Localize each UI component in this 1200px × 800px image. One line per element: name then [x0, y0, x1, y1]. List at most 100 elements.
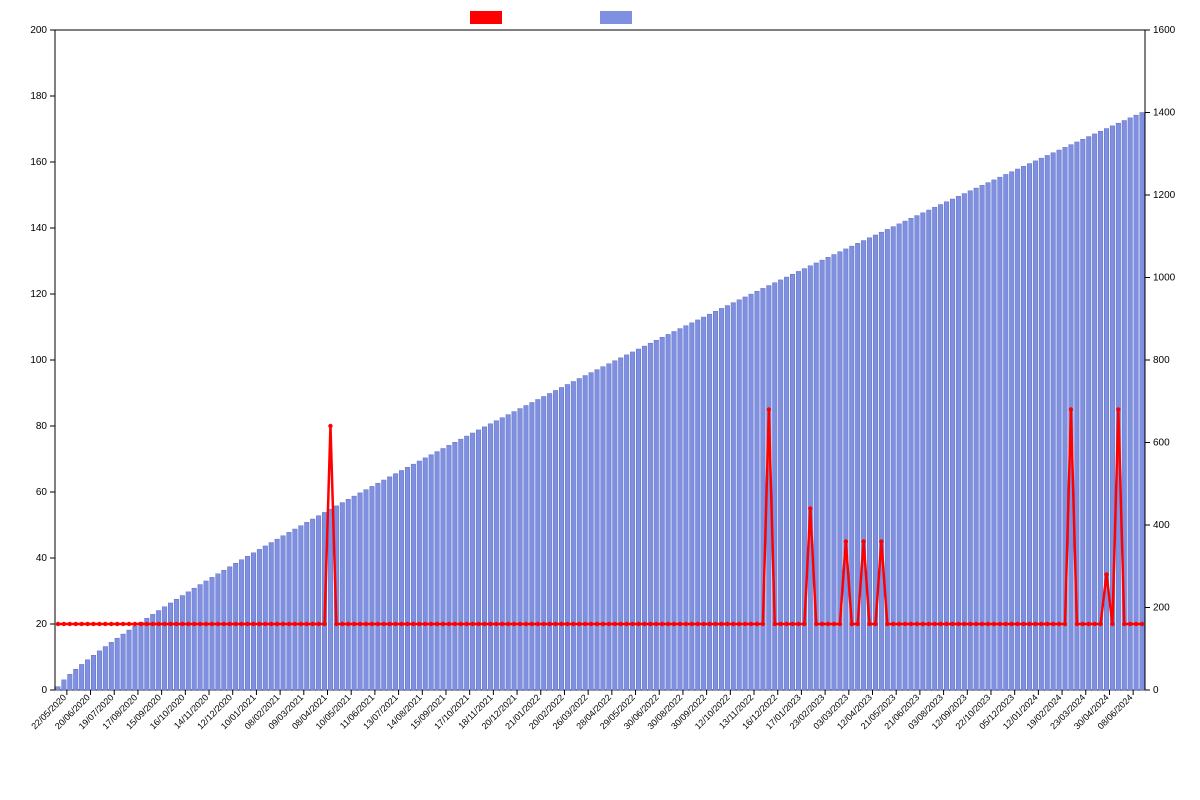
- line-marker: [1057, 622, 1061, 626]
- line-marker: [156, 622, 160, 626]
- line-marker: [358, 622, 362, 626]
- bar: [145, 618, 150, 690]
- bar: [630, 352, 635, 690]
- bar: [103, 647, 108, 690]
- line-marker: [1063, 622, 1067, 626]
- line-marker: [476, 622, 480, 626]
- line-marker: [222, 622, 226, 626]
- bar: [346, 499, 351, 690]
- bar: [559, 387, 564, 690]
- bar: [749, 294, 754, 690]
- line-marker: [666, 622, 670, 626]
- bar: [210, 577, 215, 690]
- bar: [180, 596, 185, 690]
- bar: [447, 445, 452, 690]
- bar: [299, 526, 304, 690]
- bar: [387, 477, 392, 690]
- bar: [364, 490, 369, 690]
- bar: [743, 297, 748, 690]
- bar: [666, 334, 671, 690]
- bar: [986, 183, 991, 690]
- bar: [488, 424, 493, 690]
- bar: [921, 213, 926, 690]
- line-marker: [316, 622, 320, 626]
- line-marker: [636, 622, 640, 626]
- line-marker: [648, 622, 652, 626]
- bar: [1033, 161, 1038, 690]
- line-marker: [470, 622, 474, 626]
- line-marker: [186, 622, 190, 626]
- bar: [127, 630, 132, 690]
- line-marker: [826, 622, 830, 626]
- line-marker: [506, 622, 510, 626]
- line-marker: [814, 622, 818, 626]
- bar: [577, 379, 582, 690]
- bar: [91, 655, 96, 690]
- line-marker: [767, 407, 771, 411]
- bar: [524, 406, 529, 690]
- line-marker: [536, 622, 540, 626]
- bar: [1004, 174, 1009, 690]
- bar: [547, 393, 552, 690]
- line-marker: [559, 622, 563, 626]
- bar: [944, 202, 949, 690]
- bar: [1057, 150, 1062, 690]
- line-marker: [488, 622, 492, 626]
- bar: [257, 549, 262, 690]
- bar: [376, 483, 381, 690]
- line-marker: [672, 622, 676, 626]
- bar: [927, 210, 932, 690]
- bar: [778, 280, 783, 690]
- line-marker: [411, 622, 415, 626]
- line-marker: [459, 622, 463, 626]
- bar: [1009, 172, 1014, 690]
- bar: [139, 622, 144, 690]
- bar: [476, 430, 481, 690]
- line-marker: [701, 622, 705, 626]
- line-marker: [447, 622, 451, 626]
- bar: [470, 433, 475, 690]
- line-marker: [441, 622, 445, 626]
- bar: [536, 399, 541, 690]
- bar: [601, 367, 606, 690]
- bar: [1104, 129, 1109, 690]
- bar: [500, 418, 505, 690]
- line-marker: [121, 622, 125, 626]
- line-marker: [802, 622, 806, 626]
- bar: [737, 300, 742, 690]
- line-marker: [850, 622, 854, 626]
- line-marker: [867, 622, 871, 626]
- line-marker: [624, 622, 628, 626]
- line-marker: [1092, 622, 1096, 626]
- line-marker: [257, 622, 261, 626]
- line-marker: [565, 622, 569, 626]
- line-marker: [1045, 622, 1049, 626]
- line-marker: [962, 622, 966, 626]
- bar: [411, 464, 416, 690]
- line-marker: [998, 622, 1002, 626]
- line-marker: [761, 622, 765, 626]
- line-marker: [269, 622, 273, 626]
- line-marker: [429, 622, 433, 626]
- bar: [636, 349, 641, 690]
- line-marker: [944, 622, 948, 626]
- bar: [464, 436, 469, 690]
- line-marker: [956, 622, 960, 626]
- left-axis-tick-label: 80: [36, 421, 48, 432]
- line-marker: [968, 622, 972, 626]
- bar: [618, 358, 623, 690]
- bar: [607, 364, 612, 690]
- bar: [678, 329, 683, 690]
- bar: [1081, 139, 1086, 690]
- line-marker: [340, 622, 344, 626]
- line-marker: [642, 622, 646, 626]
- bar: [97, 651, 102, 690]
- line-marker: [115, 622, 119, 626]
- bar: [553, 390, 558, 690]
- line-marker: [68, 622, 72, 626]
- bar: [690, 323, 695, 690]
- bar: [1116, 123, 1121, 690]
- line-marker: [198, 622, 202, 626]
- line-marker: [376, 622, 380, 626]
- bar: [352, 496, 357, 690]
